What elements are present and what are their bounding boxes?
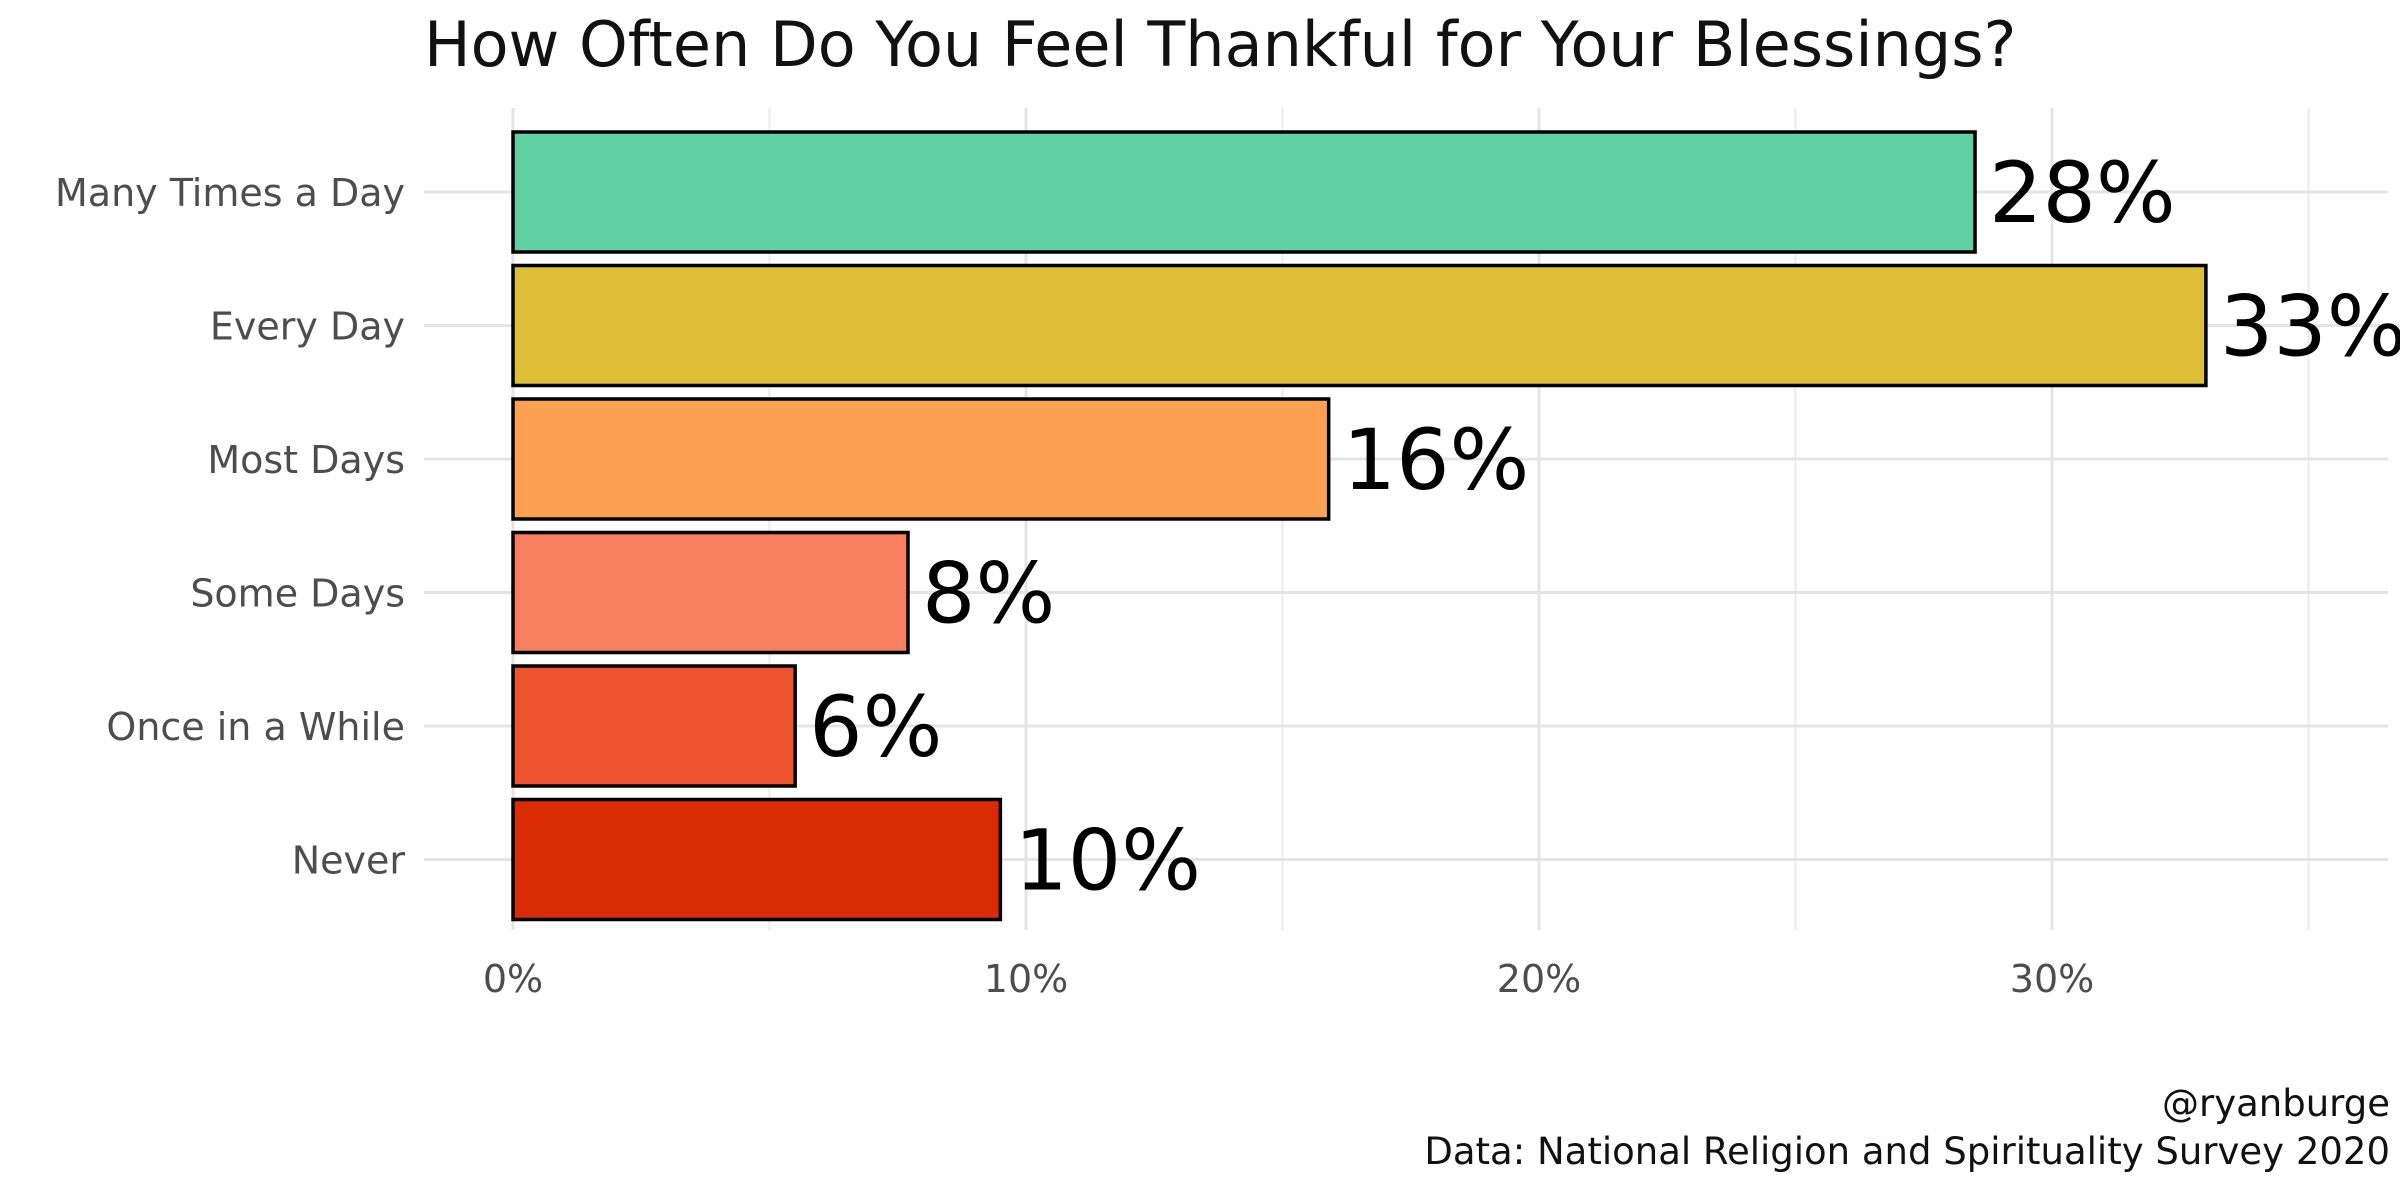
x-tick-label: 10% xyxy=(984,957,1068,1001)
data-label: 28% xyxy=(1989,144,2176,242)
x-tick-label: 20% xyxy=(1497,957,1581,1001)
bar xyxy=(511,397,1331,521)
bar xyxy=(511,263,2208,388)
bar xyxy=(511,797,1003,922)
category-label: Never xyxy=(292,839,406,883)
bars xyxy=(511,130,2208,922)
data-label: 6% xyxy=(809,678,942,776)
data-label: 10% xyxy=(1014,812,1201,910)
bar xyxy=(511,530,910,655)
y-axis-labels: Many Times a Day Every Day Most Days Some D… xyxy=(55,171,405,883)
bar xyxy=(511,130,1977,254)
x-tick-label: 30% xyxy=(2010,957,2094,1001)
author-handle: @ryanburge xyxy=(2162,1082,2390,1125)
data-label: 16% xyxy=(1343,411,1530,509)
x-axis-labels: 0% 10% 20% 30% xyxy=(483,957,2094,1001)
category-label: Once in a While xyxy=(106,705,405,749)
x-tick-label: 0% xyxy=(483,957,543,1001)
data-source: Data: National Religion and Spirituality… xyxy=(1424,1130,2390,1173)
category-label: Many Times a Day xyxy=(55,171,405,215)
category-label: Some Days xyxy=(190,572,405,616)
data-label: 8% xyxy=(922,545,1055,643)
category-label: Most Days xyxy=(207,438,405,482)
data-label: 33% xyxy=(2220,278,2400,376)
data-labels: 28% 33% 16% 8% 6% 10% xyxy=(809,144,2400,910)
category-label: Every Day xyxy=(210,305,405,349)
chart-title: How Often Do You Feel Thankful for Your … xyxy=(424,8,2017,81)
bar xyxy=(511,664,797,788)
